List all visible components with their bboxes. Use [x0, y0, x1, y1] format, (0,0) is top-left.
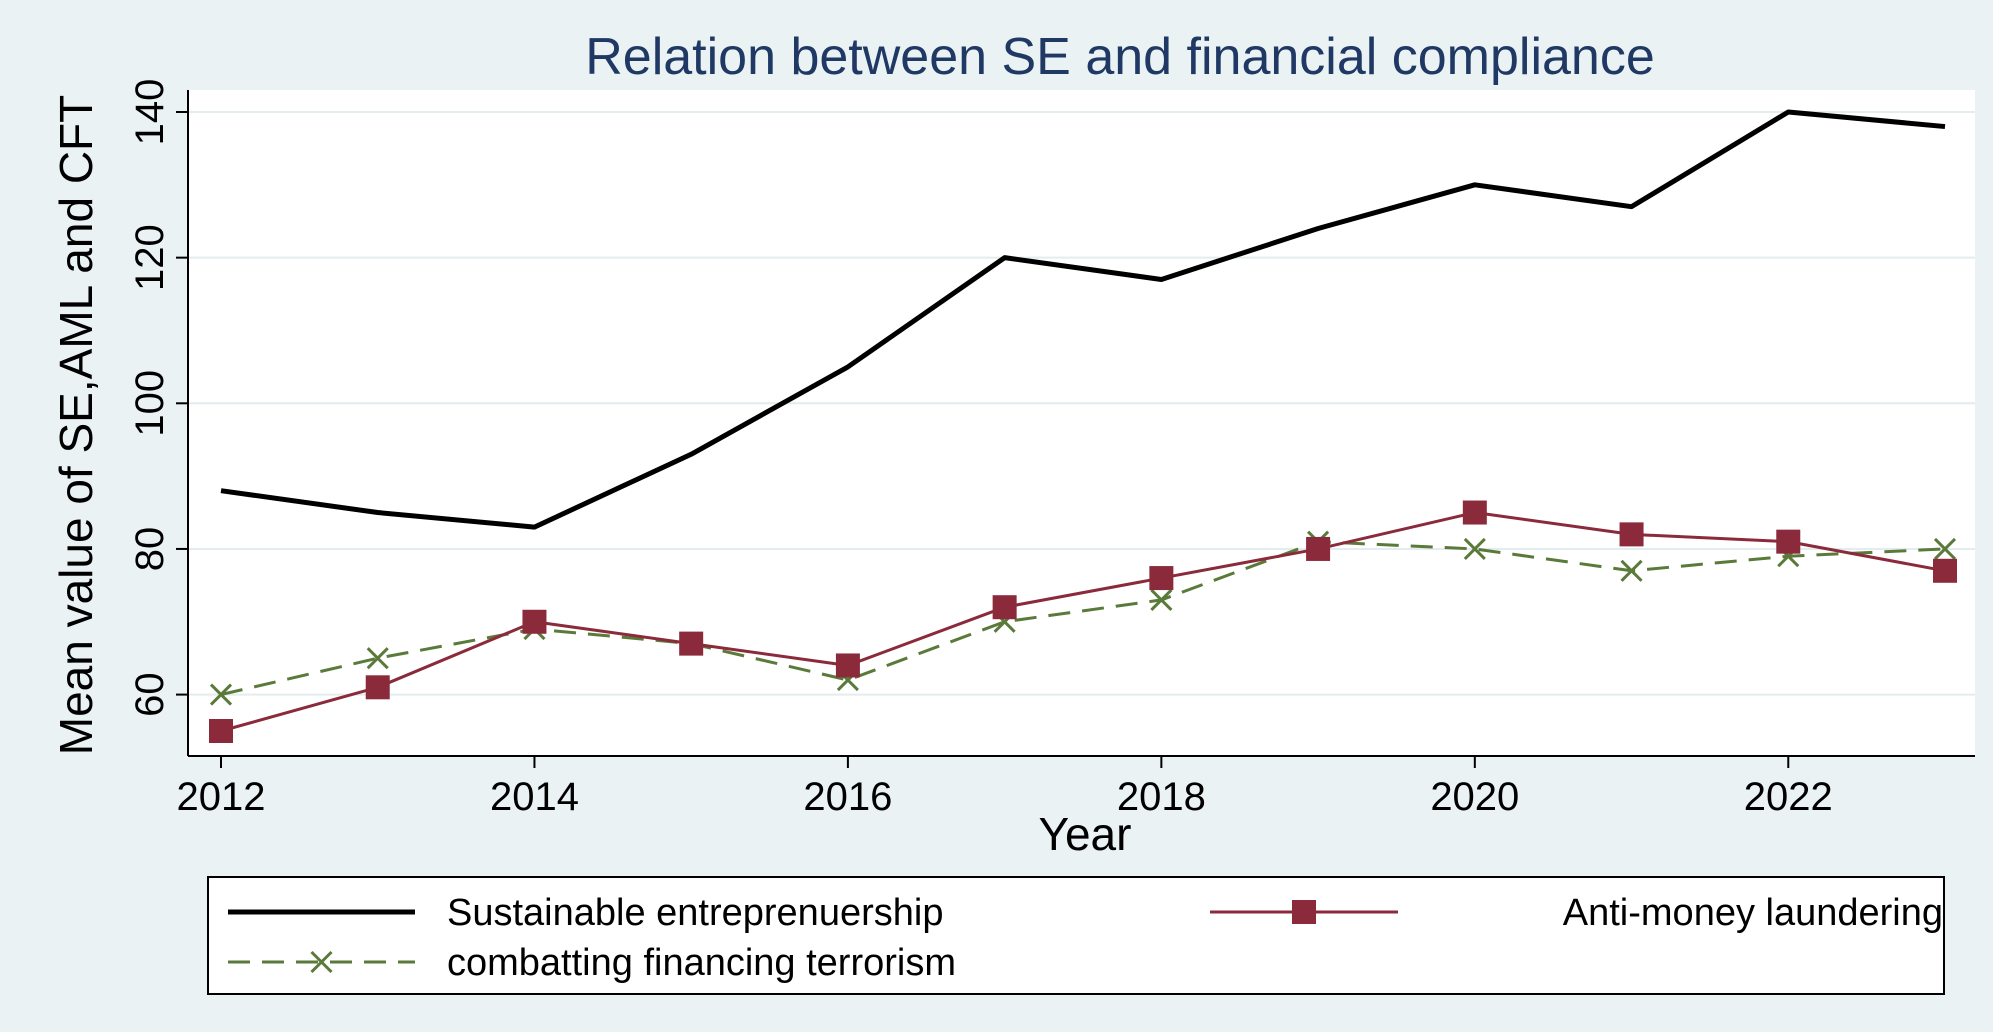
square-marker [1292, 900, 1316, 924]
axis-ticks: 60 80 100 120 140 2012 2014 2016 2018 2020 2022 [128, 79, 1833, 819]
x-axis-title: Year [1039, 808, 1132, 860]
x-marker [1150, 588, 1173, 611]
legend-label: Sustainable entreprenuership [447, 892, 943, 934]
square-marker [679, 631, 704, 656]
x-tick-label: 2022 [1744, 775, 1833, 819]
square-marker [1619, 522, 1644, 547]
y-axis-title: Mean value of SE,AML and CFT [50, 95, 102, 756]
legend-item-0: Sustainable entreprenuership [228, 892, 943, 934]
x-marker-stroke [1463, 537, 1486, 561]
square-marker [365, 675, 390, 700]
x-marker [1933, 537, 1957, 561]
x-marker [1463, 537, 1486, 561]
x-marker [209, 683, 233, 706]
x-tick-label: 2018 [1117, 775, 1206, 819]
legend: Sustainable entreprenuership Anti-money l… [207, 876, 1945, 995]
square-marker [1149, 566, 1174, 591]
square-marker [1462, 500, 1487, 525]
legend-label: Anti-money laundering [1563, 892, 1943, 934]
square-marker [209, 719, 233, 743]
legend-item-1: Anti-money laundering [1210, 892, 1943, 934]
x-tick-label: 2014 [490, 775, 579, 819]
axes [187, 90, 1975, 757]
grid-lines [188, 111, 1975, 696]
x-marker [310, 950, 333, 974]
y-tick-label: 140 [128, 79, 172, 146]
legend-items: Sustainable entreprenuership Anti-money l… [228, 892, 1943, 984]
x-marker-stroke [310, 950, 333, 974]
y-tick-label: 60 [128, 672, 172, 717]
y-tick-label: 120 [128, 224, 172, 291]
legend-label: combatting financing terrorism [447, 942, 956, 984]
series-1 [209, 500, 1957, 743]
square-marker [1933, 558, 1957, 583]
plot-area [188, 90, 1975, 756]
square-marker [522, 609, 547, 634]
x-tick-label: 2012 [177, 775, 266, 819]
x-marker-stroke [1933, 537, 1957, 561]
x-marker-stroke [366, 647, 389, 670]
y-tick-label: 80 [128, 527, 172, 572]
chart-title: Relation between SE and financial compli… [585, 28, 1655, 86]
x-marker-stroke [1150, 588, 1173, 611]
x-tick-label: 2016 [803, 775, 892, 819]
series-layer [209, 109, 1957, 743]
series-0 [220, 109, 1946, 530]
legend-box [207, 876, 1945, 995]
square-marker [1306, 536, 1331, 561]
x-marker [366, 647, 389, 670]
x-marker [1620, 559, 1643, 582]
square-marker [1776, 529, 1801, 554]
x-marker-stroke [209, 683, 233, 706]
series-line [220, 511, 1946, 733]
y-tick-label: 100 [128, 370, 172, 437]
x-tick-label: 2020 [1430, 775, 1519, 819]
x-marker-stroke [1620, 559, 1643, 582]
square-marker [992, 595, 1017, 620]
square-marker [835, 653, 860, 678]
series-line [220, 109, 1946, 530]
legend-item-2: combatting financing terrorism [228, 942, 956, 984]
